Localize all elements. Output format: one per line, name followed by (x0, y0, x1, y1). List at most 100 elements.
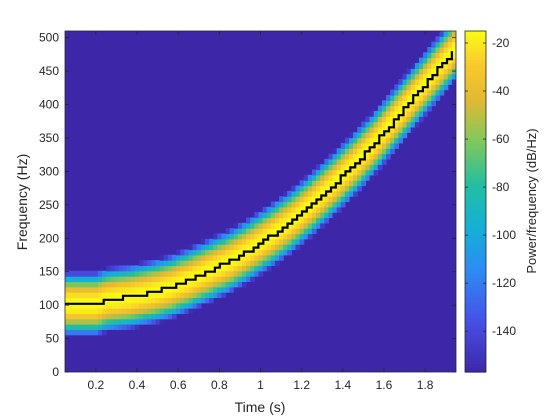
heatmap-cell (316, 212, 321, 219)
heatmap-cell (225, 286, 231, 293)
heatmap-cell (122, 302, 128, 309)
heatmap-cell (143, 276, 148, 283)
heatmap-cell (270, 217, 276, 224)
heatmap-cell (279, 212, 284, 219)
colorbar-segment (465, 309, 486, 313)
colorbar-segment (465, 161, 486, 166)
heatmap-cell (139, 270, 144, 277)
heatmap-cell (423, 78, 428, 85)
heatmap-cell (295, 238, 301, 245)
heatmap-cell (151, 276, 157, 283)
heatmap-cell (320, 201, 325, 208)
heatmap-cell (410, 84, 416, 91)
heatmap-cell (184, 308, 190, 314)
heatmap-cell (320, 190, 325, 197)
heatmap-cell (114, 270, 120, 277)
heatmap-cell (377, 164, 383, 171)
heatmap-cell (77, 313, 83, 320)
heatmap-cell (435, 89, 441, 96)
heatmap-cell (151, 270, 157, 277)
heatmap-cell (423, 105, 428, 112)
heatmap-cell (377, 116, 383, 123)
heatmap-cell (414, 84, 420, 91)
heatmap-cell (410, 73, 416, 80)
colorbar-segment (465, 255, 486, 259)
heatmap-cell (303, 201, 309, 208)
heatmap-cell (361, 169, 367, 176)
heatmap-cell (258, 270, 264, 277)
heatmap-cell (447, 46, 453, 53)
heatmap-cell (196, 292, 202, 299)
heatmap-cell (233, 222, 239, 229)
heatmap-cell (386, 121, 391, 128)
colorbar-segment (465, 158, 486, 163)
heatmap-cell (439, 89, 445, 96)
heatmap-cell (320, 206, 325, 213)
heatmap-cell (299, 180, 305, 187)
heatmap-cell (377, 121, 383, 128)
heatmap-cell (369, 126, 375, 133)
heatmap-cell (381, 110, 387, 117)
heatmap-cell (159, 276, 165, 283)
heatmap-cell (159, 297, 165, 304)
heatmap-cell (291, 238, 297, 245)
colorbar-segment (465, 65, 486, 69)
heatmap-cell (353, 142, 358, 149)
heatmap-cell (192, 302, 198, 309)
heatmap-cell (246, 260, 251, 267)
heatmap-cell (209, 254, 214, 261)
heatmap-cell (414, 116, 420, 123)
y-tick-label: 200 (39, 231, 59, 245)
heatmap-cell (373, 121, 379, 128)
heatmap-cell (402, 73, 408, 80)
heatmap-cell (167, 270, 173, 277)
heatmap-cell (139, 286, 144, 293)
heatmap-cell (213, 276, 218, 283)
heatmap-cell (332, 196, 338, 203)
heatmap-cell (200, 238, 206, 245)
heatmap-cell (233, 276, 239, 283)
colorbar-segment (465, 84, 486, 89)
heatmap-cell (320, 222, 325, 229)
heatmap-cell (365, 169, 371, 176)
heatmap-cell (447, 62, 453, 69)
heatmap-cell (390, 110, 395, 117)
heatmap-cell (130, 270, 136, 277)
heatmap-cell (336, 196, 342, 203)
heatmap-cell (274, 217, 280, 224)
colorbar-segment (465, 229, 486, 234)
heatmap-cell (311, 190, 317, 197)
colorbar-segment (465, 144, 486, 149)
heatmap-cell (151, 292, 157, 299)
heatmap-cell (221, 238, 227, 245)
heatmap-cell (200, 270, 206, 277)
colorbar-tick-label: -120 (492, 276, 516, 290)
colorbar-segment (465, 195, 486, 200)
heatmap-cell (139, 313, 144, 320)
heatmap-cell (394, 84, 399, 91)
heatmap-cell (266, 222, 272, 229)
colorbar-segment (465, 269, 486, 274)
heatmap-cell (320, 180, 325, 187)
heatmap-cell (229, 281, 235, 288)
heatmap-cell (365, 137, 371, 144)
heatmap-cell (110, 292, 115, 299)
heatmap-cell (209, 281, 214, 288)
heatmap-cell (344, 148, 350, 155)
heatmap-cell (229, 260, 235, 267)
heatmap-cell (398, 105, 404, 112)
heatmap-cell (381, 148, 387, 155)
heatmap-cell (233, 228, 239, 235)
heatmap-cell (126, 281, 132, 288)
heatmap-cell (328, 174, 334, 181)
colorbar-segment (465, 119, 486, 123)
heatmap-cell (357, 169, 362, 176)
heatmap-cell (423, 94, 428, 101)
heatmap-cell (147, 313, 153, 320)
heatmap-cell (406, 89, 412, 96)
colorbar-segment (465, 357, 486, 362)
heatmap-cell (147, 260, 153, 267)
heatmap-cell (418, 89, 424, 96)
heatmap-cell (229, 254, 235, 261)
heatmap-cell (134, 286, 140, 293)
